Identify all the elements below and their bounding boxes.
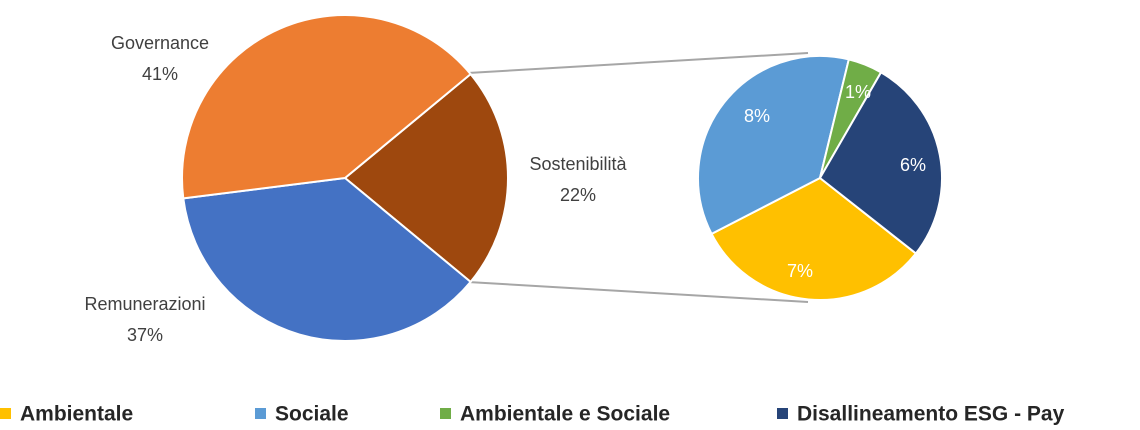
legend-label: Ambientale — [20, 403, 133, 426]
connector-line — [467, 52, 809, 74]
value-label: 37% — [127, 325, 163, 345]
legend-label: Disallineamento ESG - Pay — [797, 403, 1065, 426]
category-label: Governance — [111, 33, 209, 53]
legend-label: Sociale — [275, 403, 349, 426]
legend-label: Ambientale e Sociale — [460, 403, 670, 426]
pie-slice — [343, 72, 509, 284]
pie-slice — [818, 70, 943, 255]
pie-slice — [697, 55, 851, 236]
pie-slice — [182, 176, 473, 342]
value-label: 7% — [787, 261, 813, 281]
value-label: 1% — [845, 82, 871, 102]
legend-swatch — [0, 408, 11, 419]
connector-line — [467, 281, 809, 303]
value-label: 22% — [560, 185, 596, 205]
value-label: 6% — [900, 155, 926, 175]
category-label: Sostenibilità — [529, 154, 627, 174]
legend-swatch — [440, 408, 451, 419]
category-label: Remunerazioni — [84, 294, 205, 314]
legend-swatch — [255, 408, 266, 419]
value-label: 8% — [744, 106, 770, 126]
pie-slice — [181, 14, 473, 200]
legend-swatch — [777, 408, 788, 419]
value-label: 41% — [142, 64, 178, 84]
